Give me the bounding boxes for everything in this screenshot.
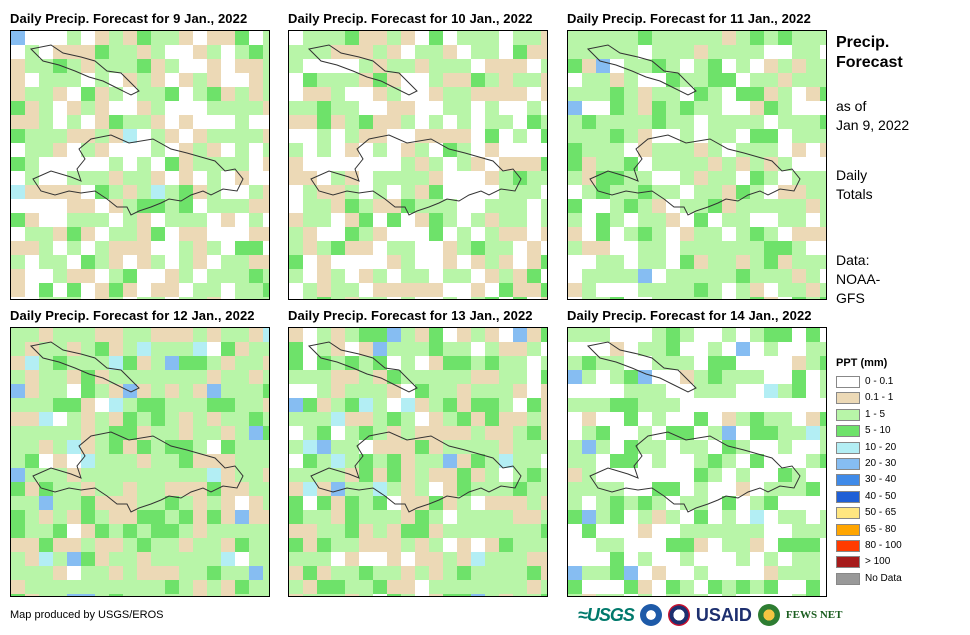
- legend-label: 65 - 80: [865, 523, 897, 535]
- usaid-logo: USAID: [695, 604, 752, 625]
- panel-title-5: Daily Precip. Forecast for 13 Jan., 2022: [288, 308, 533, 323]
- fews-net-emblem-icon: [757, 604, 780, 626]
- legend-label: 20 - 30: [865, 457, 897, 469]
- legend-label: 40 - 50: [865, 490, 897, 502]
- cuba-outline: [586, 341, 697, 393]
- panel-title-2: Daily Precip. Forecast for 10 Jan., 2022: [288, 11, 533, 26]
- legend-label: > 100: [865, 556, 891, 568]
- totals-line1: Daily: [836, 167, 868, 183]
- sidebar-title: Precip. Forecast: [836, 33, 903, 73]
- legend-swatch: [836, 507, 860, 520]
- hispaniola-outline: [32, 134, 244, 216]
- precip-raster: [11, 328, 269, 596]
- noaa-logo-icon: [639, 604, 662, 626]
- as-of-line2: Jan 9, 2022: [836, 117, 910, 133]
- forecast-map-5: [288, 327, 548, 597]
- legend-title: PPT (mm): [836, 357, 888, 369]
- legend-swatch: [836, 392, 860, 405]
- legend-label: 0 - 0.1: [865, 376, 894, 387]
- forecast-map-4: [10, 327, 270, 597]
- panel-title-1: Daily Precip. Forecast for 9 Jan., 2022: [10, 11, 248, 26]
- legend-swatch: [836, 523, 860, 536]
- legend-swatch: [836, 376, 860, 388]
- legend-label: 50 - 65: [865, 507, 897, 519]
- precip-raster: [568, 31, 826, 299]
- hispaniola-outline: [589, 431, 801, 513]
- cuba-outline: [586, 44, 697, 96]
- legend-swatch: [836, 474, 860, 487]
- cuba-outline: [307, 44, 418, 96]
- cuba-outline: [307, 341, 418, 393]
- hispaniola-outline: [310, 134, 522, 216]
- legend-swatch: [836, 408, 860, 421]
- legend-label: 80 - 100: [865, 539, 902, 551]
- forecast-map-3: [567, 30, 827, 300]
- data-line2: NOAA-: [836, 271, 881, 287]
- forecast-map-1: [10, 30, 270, 300]
- panel-title-3: Daily Precip. Forecast for 11 Jan., 2022: [567, 11, 811, 26]
- precip-raster: [568, 328, 826, 596]
- as-of-line1: as of: [836, 98, 867, 114]
- map-credit: Map produced by USGS/EROS: [10, 609, 164, 621]
- panel-title-6: Daily Precip. Forecast for 14 Jan., 2022: [567, 308, 812, 323]
- hispaniola-outline: [310, 431, 522, 513]
- sidebar-title-line2: Forecast: [836, 54, 903, 71]
- totals-line2: Totals: [836, 186, 873, 202]
- forecast-map-6: [567, 327, 827, 597]
- data-source-note: Data: NOAA- GFS: [836, 251, 880, 308]
- cuba-outline: [29, 44, 140, 96]
- legend-swatch: [836, 490, 860, 503]
- sidebar-title-line1: Precip.: [836, 34, 890, 51]
- precip-raster: [289, 328, 547, 596]
- legend-label: 1 - 5: [865, 408, 886, 420]
- precip-raster: [289, 31, 547, 299]
- hispaniola-outline: [589, 134, 801, 216]
- legend-swatch: [836, 572, 860, 585]
- cuba-outline: [29, 341, 140, 393]
- data-line3: GFS: [836, 290, 865, 306]
- panel-title-4: Daily Precip. Forecast for 12 Jan., 2022: [10, 308, 255, 323]
- forecast-map-2: [288, 30, 548, 300]
- hispaniola-outline: [32, 431, 244, 513]
- legend-swatch: [836, 539, 860, 552]
- data-line1: Data:: [836, 252, 870, 268]
- legend-swatch: [836, 556, 860, 569]
- legend-label: 5 - 10: [865, 425, 891, 437]
- precip-raster: [11, 31, 269, 299]
- daily-totals-note: Daily Totals: [836, 166, 873, 204]
- legend-label: 10 - 20: [865, 441, 897, 453]
- legend-swatch: [836, 457, 860, 470]
- legend-label: 30 - 40: [865, 474, 897, 486]
- logo-strip: ≈USGS USAID FEWS NET: [578, 601, 842, 629]
- fews-net-logo: FEWS NET: [785, 609, 843, 621]
- legend-label: No Data: [865, 572, 902, 584]
- legend-label: 0.1 - 1: [865, 392, 894, 404]
- usgs-logo: ≈USGS: [578, 604, 635, 625]
- usaid-seal-icon: [667, 604, 690, 626]
- legend-swatch: [836, 425, 860, 438]
- legend-swatch: [836, 441, 860, 454]
- as-of-date: as of Jan 9, 2022: [836, 97, 909, 135]
